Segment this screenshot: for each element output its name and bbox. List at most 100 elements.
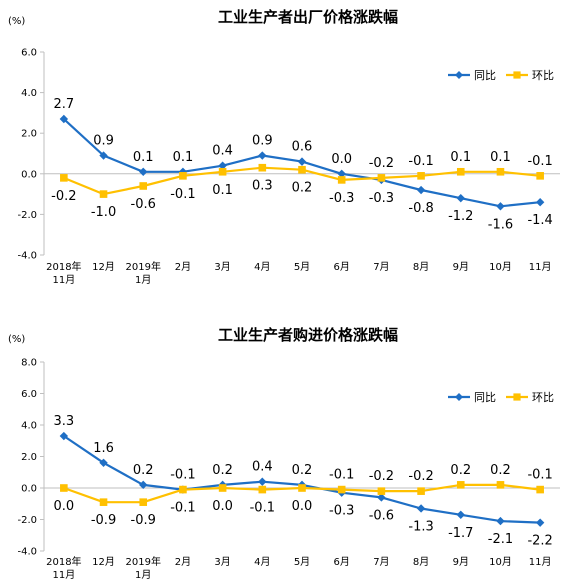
data-point-square <box>258 163 267 172</box>
y-tick-label: 8.0 <box>21 358 37 369</box>
data-point-square <box>536 485 544 494</box>
x-tick-label: 10月 <box>489 556 512 568</box>
data-point-square <box>337 485 346 494</box>
x-tick-label: 11月 <box>529 261 552 273</box>
data-point-diamond <box>99 458 108 467</box>
data-label: 0.2 <box>212 463 233 478</box>
x-tick-label: 11月 <box>529 556 552 568</box>
data-label: 0.4 <box>252 460 273 475</box>
x-tick-label: 9月 <box>453 556 469 568</box>
data-point-diamond <box>535 518 545 527</box>
data-label: 0.4 <box>212 144 233 159</box>
legend-label: 同比 <box>474 69 496 82</box>
x-tick-label: 7月 <box>373 556 389 568</box>
data-point-diamond <box>139 167 148 176</box>
y-tick-label: 4.0 <box>21 421 37 432</box>
data-point-square <box>179 172 187 180</box>
data-point-square <box>179 485 187 494</box>
chart-ppi-output: 工业生产者出厂价格涨跌幅 (%) 6.0 4.0 2.0 0.0 -2.0 -4.0 2018年… <box>8 8 560 286</box>
data-label: -0.9 <box>91 513 116 528</box>
x-tick-label: 6月 <box>334 556 350 568</box>
data-point-square <box>298 165 306 174</box>
data-point-diamond <box>535 198 545 207</box>
data-point-square <box>456 167 465 176</box>
data-label: -1.0 <box>91 205 116 220</box>
y-tick-label: 2.0 <box>21 129 37 140</box>
data-label: -1.2 <box>448 209 473 224</box>
data-point-square <box>99 498 108 506</box>
data-point-diamond <box>218 161 227 170</box>
data-label: 2.7 <box>54 97 75 112</box>
x-tick-label: 6月 <box>334 261 350 273</box>
data-label: 0.1 <box>212 183 233 198</box>
y-tick-label: 4.0 <box>21 88 37 99</box>
data-point-square <box>60 484 68 492</box>
data-label: 0.6 <box>292 140 313 155</box>
y-tick-label: -4.0 <box>17 547 37 558</box>
x-tick-label: 2019年 <box>126 555 161 568</box>
data-label: -0.2 <box>408 469 433 484</box>
data-label: -2.1 <box>488 532 513 547</box>
data-label: -1.6 <box>488 217 513 232</box>
data-point-diamond <box>139 480 148 490</box>
x-tick-label: 11月 <box>52 274 75 286</box>
data-point-diamond <box>377 493 386 502</box>
data-label: 0.0 <box>292 499 313 514</box>
data-label: -0.1 <box>170 501 195 516</box>
data-point-square <box>258 485 267 494</box>
data-label: -0.2 <box>369 156 394 171</box>
data-point-square <box>417 487 425 495</box>
data-label: -1.4 <box>527 213 552 228</box>
data-point-diamond <box>59 431 69 441</box>
y-tick-label: 6.0 <box>21 48 37 59</box>
data-point-diamond <box>456 193 465 203</box>
data-label: 0.1 <box>173 150 194 165</box>
data-point-square <box>60 174 68 182</box>
data-label: 0.2 <box>292 181 313 196</box>
legend-label: 同比 <box>474 391 496 404</box>
chart-title: 工业生产者购进价格涨跌幅 <box>218 326 398 344</box>
x-tick-label: 3月 <box>214 556 230 568</box>
data-label: 0.2 <box>133 463 154 478</box>
data-point-diamond <box>496 516 505 526</box>
x-tick-label: 1月 <box>135 274 151 286</box>
data-label: 0.9 <box>252 134 273 149</box>
data-point-square <box>139 498 148 506</box>
data-label: -0.1 <box>170 187 195 202</box>
data-label: 0.0 <box>212 499 233 514</box>
data-point-square <box>298 484 306 492</box>
data-point-square <box>139 182 148 190</box>
data-label: 0.9 <box>93 134 114 149</box>
data-point-square <box>337 176 346 184</box>
data-label: -0.3 <box>329 504 354 519</box>
y-unit-label: (%) <box>8 16 25 27</box>
x-tick-label: 9月 <box>453 261 469 273</box>
data-point-diamond <box>337 169 346 178</box>
x-tick-label: 5月 <box>294 261 310 273</box>
data-label: -0.9 <box>131 513 156 528</box>
data-point-diamond <box>496 202 505 211</box>
data-label: -0.1 <box>527 154 552 169</box>
x-tick-label: 12月 <box>92 261 115 273</box>
x-tick-label: 2月 <box>175 261 191 273</box>
data-label: -2.2 <box>527 534 552 549</box>
data-label: -0.6 <box>131 197 156 212</box>
x-tick-label: 3月 <box>214 261 230 273</box>
x-tick-label: 12月 <box>92 556 115 568</box>
data-point-diamond <box>456 510 465 519</box>
data-label: -0.1 <box>250 501 275 516</box>
y-tick-label: -4.0 <box>17 251 37 262</box>
y-tick-label: -2.0 <box>17 515 37 526</box>
data-label: 3.3 <box>54 414 75 429</box>
data-point-diamond <box>416 504 426 513</box>
data-label: -0.2 <box>369 469 394 484</box>
data-point-diamond <box>59 114 69 124</box>
data-label: -0.1 <box>329 468 354 483</box>
data-label: -0.1 <box>408 154 433 169</box>
data-label: 0.2 <box>292 463 313 478</box>
data-label: -0.1 <box>170 468 195 483</box>
legend-marker-square <box>513 393 521 401</box>
data-label: 0.3 <box>252 179 273 194</box>
data-label: -1.7 <box>448 526 473 541</box>
data-label: -0.3 <box>369 191 394 206</box>
